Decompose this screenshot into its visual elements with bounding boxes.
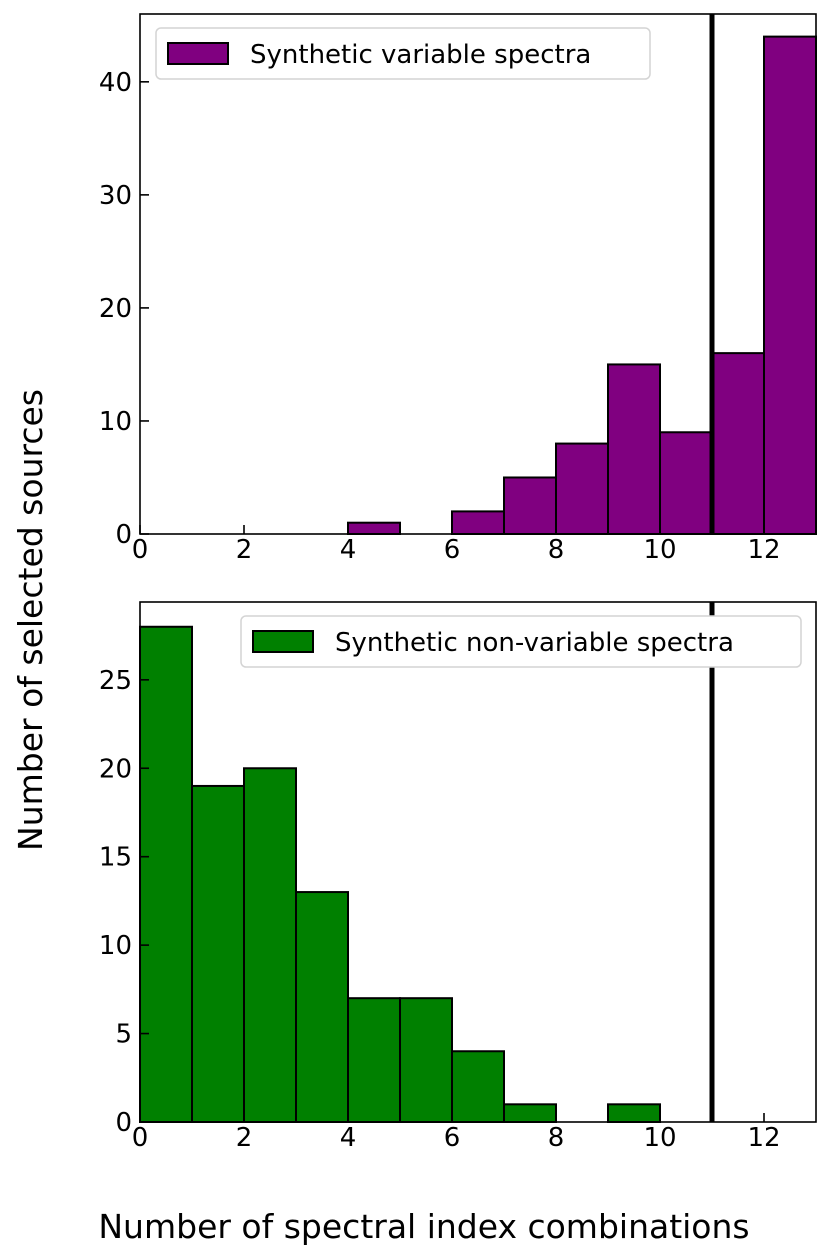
top-histogram-panel: 0 2 4 6 8 10 12 0 10 20 30 40 Synthetic variable spe…	[99, 13, 817, 565]
y-tick-label: 25	[99, 666, 132, 696]
y-tick-label: 10	[99, 931, 132, 961]
histogram-bar	[451, 1050, 505, 1124]
histogram-bar	[763, 35, 817, 535]
legend-swatch	[252, 630, 314, 653]
y-tick-label: 30	[99, 181, 132, 211]
x-tick-label: 8	[548, 535, 565, 565]
histogram-bar	[711, 352, 765, 535]
histogram-bar	[555, 442, 609, 535]
y-tick-label: 5	[115, 1020, 132, 1050]
axes-frame	[139, 13, 817, 535]
x-tick-label: 0	[132, 1123, 149, 1153]
y-tick-label: 0	[115, 520, 132, 550]
legend-label: Synthetic non-variable spectra	[335, 628, 734, 658]
y-tick-label: 15	[99, 843, 132, 873]
y-tick-label: 20	[99, 294, 132, 324]
histogram-bar	[607, 1103, 661, 1123]
histogram-bar	[139, 625, 193, 1123]
x-tick-label: 6	[444, 1123, 461, 1153]
legend-box	[240, 615, 802, 668]
histogram-bar	[243, 767, 297, 1123]
y-axis-label: Number of selected sources	[11, 389, 50, 851]
histogram-bar	[503, 476, 557, 536]
x-tick-label: 10	[643, 535, 676, 565]
x-tick-label: 0	[132, 535, 149, 565]
histogram-bar	[191, 784, 245, 1123]
legend-swatch	[167, 42, 229, 65]
histogram-bar	[347, 521, 401, 536]
histogram-bar	[347, 997, 401, 1124]
x-tick-label: 10	[643, 1123, 676, 1153]
legend-box	[155, 27, 651, 80]
histogram-bar	[503, 1103, 557, 1123]
y-tick-label: 20	[99, 754, 132, 784]
x-tick-label: 6	[444, 535, 461, 565]
x-tick-label: 12	[747, 535, 780, 565]
x-tick-label: 8	[548, 1123, 565, 1153]
x-tick-label: 12	[747, 1123, 780, 1153]
histogram-bar	[295, 891, 349, 1124]
x-axis-label: Number of spectral index combinations	[98, 1207, 749, 1246]
x-tick-label: 2	[236, 1123, 253, 1153]
x-tick-label: 2	[236, 535, 253, 565]
x-tick-label: 4	[340, 535, 357, 565]
x-tick-label: 4	[340, 1123, 357, 1153]
bottom-histogram-panel: 0 2 4 6 8 10 12 0 5 10 15 20 25 Synthetic non-variabl…	[99, 601, 817, 1153]
histogram-bar	[451, 510, 505, 535]
axes-frame	[139, 601, 817, 1123]
histogram-bar	[399, 997, 453, 1124]
histogram-bar	[659, 431, 713, 535]
histogram-bar	[607, 363, 661, 535]
legend-label: Synthetic variable spectra	[250, 40, 591, 70]
y-tick-label: 0	[115, 1108, 132, 1138]
y-tick-label: 40	[99, 68, 132, 98]
y-tick-label: 10	[99, 407, 132, 437]
